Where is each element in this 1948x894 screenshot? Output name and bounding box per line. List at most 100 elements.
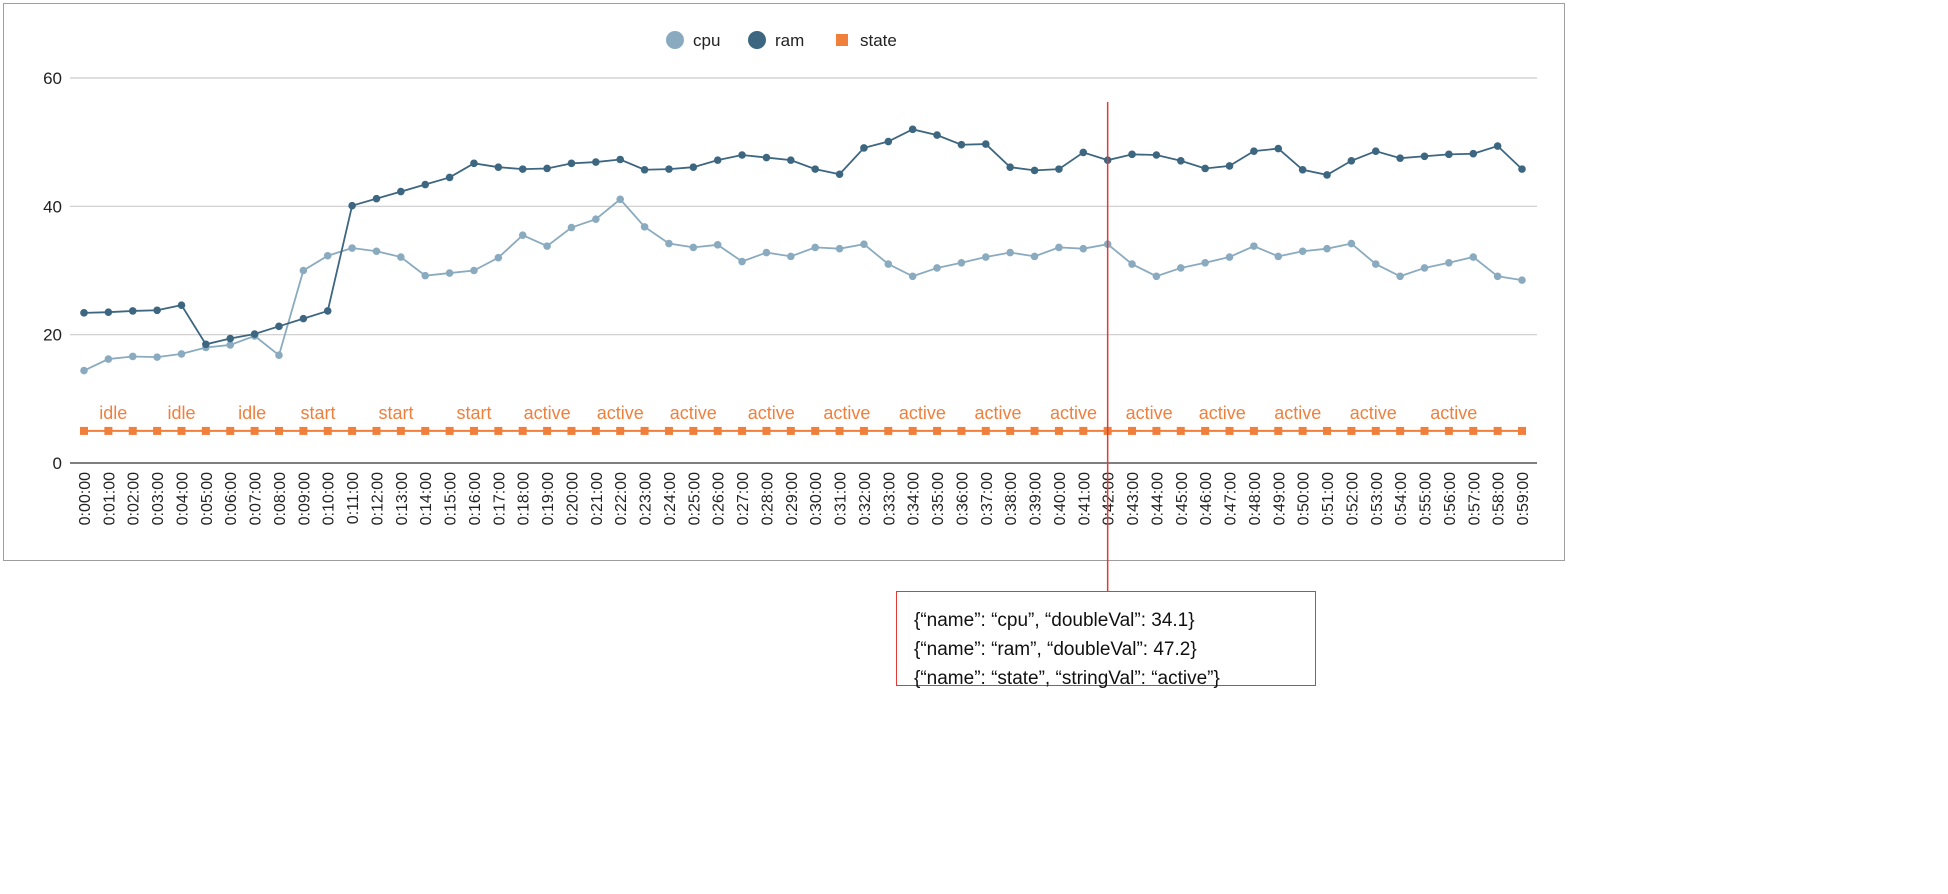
point-cpu: [957, 259, 966, 267]
series-line-ram: [83, 128, 1523, 346]
state-label: idle: [167, 403, 195, 423]
point-ram: [762, 153, 771, 162]
point-cpu: [372, 247, 381, 256]
state-label: active: [524, 403, 571, 423]
point-cpu: [543, 242, 551, 250]
x-tick-label: 0:36:00: [954, 472, 971, 525]
point-state: [1225, 426, 1234, 435]
point-state: [177, 426, 186, 435]
point-ram: [275, 322, 283, 331]
point-cpu: [616, 195, 625, 204]
x-tick-label: 0:44:00: [1149, 472, 1166, 525]
x-tick-label: 0:39:00: [1028, 472, 1045, 525]
x-tick-label: 0:07:00: [248, 472, 265, 525]
x-tick-label: 0:08:00: [272, 472, 289, 525]
x-tick-label: 0:49:00: [1271, 472, 1288, 525]
point-ram: [908, 125, 917, 134]
x-tick-label: 0:54:00: [1393, 472, 1410, 525]
point-cpu: [1055, 243, 1063, 252]
x-tick-label: 0:35:00: [930, 472, 947, 525]
point-ram: [1274, 144, 1283, 153]
point-state: [1128, 426, 1137, 435]
point-cpu: [518, 231, 527, 240]
point-ram: [1323, 171, 1331, 179]
point-cpu: [592, 215, 600, 223]
point-ram: [153, 306, 161, 315]
point-state: [981, 426, 990, 435]
point-ram: [80, 309, 88, 317]
state-label: active: [1350, 403, 1397, 423]
point-cpu: [1274, 252, 1283, 261]
point-state: [884, 426, 893, 435]
point-state: [348, 426, 357, 435]
point-cpu: [153, 353, 161, 361]
point-state: [250, 426, 259, 435]
x-tick-label: 0:34:00: [906, 472, 923, 525]
state-label: active: [1430, 403, 1477, 423]
x-tick-label: 0:09:00: [296, 472, 313, 525]
point-state: [1054, 426, 1063, 435]
point-cpu: [1347, 239, 1356, 248]
point-ram: [372, 194, 381, 203]
point-cpu: [640, 223, 649, 231]
x-tick-label: 0:45:00: [1174, 472, 1191, 525]
x-tick-label: 0:22:00: [613, 472, 630, 525]
point-cpu: [1371, 260, 1380, 268]
x-tick-label: 0:59:00: [1515, 472, 1532, 525]
point-state: [786, 426, 795, 435]
point-ram: [299, 314, 308, 323]
point-cpu: [80, 366, 88, 375]
tooltip-line-ram: {“name”: “ram”, “doubleVal”: 47.2}: [914, 639, 1197, 660]
point-state: [1152, 426, 1161, 435]
point-state: [1274, 426, 1283, 435]
x-tick-label: 0:15:00: [443, 472, 460, 525]
point-cpu: [397, 253, 405, 261]
point-cpu: [1128, 260, 1136, 268]
point-state: [908, 426, 917, 435]
tooltip-line-state: {“name”: “state”, “stringVal”: “active”}: [914, 668, 1220, 689]
x-tick-label: 0:20:00: [564, 472, 581, 525]
point-cpu: [1323, 244, 1331, 253]
point-ram: [640, 165, 649, 174]
point-cpu: [811, 243, 819, 252]
point-cpu: [713, 241, 722, 249]
point-ram: [518, 165, 527, 173]
point-state: [1201, 426, 1210, 435]
state-label: active: [1126, 403, 1173, 423]
x-tick-label: 0:46:00: [1198, 472, 1215, 525]
state-label: active: [1274, 403, 1321, 423]
point-state: [421, 426, 430, 435]
point-ram: [1079, 148, 1088, 157]
state-label: active: [974, 403, 1021, 423]
point-ram: [543, 164, 551, 173]
point-state: [104, 426, 113, 435]
point-state: [664, 426, 673, 435]
x-tick-label: 0:55:00: [1418, 472, 1435, 525]
point-cpu: [665, 239, 673, 248]
point-ram: [738, 151, 746, 159]
point-ram: [567, 159, 576, 168]
data-tooltip: {“name”: “cpu”, “doubleVal”: 34.1} {“nam…: [896, 591, 1316, 689]
point-state: [80, 426, 88, 435]
state-label: idle: [238, 403, 266, 423]
point-ram: [323, 307, 332, 315]
point-ram: [713, 156, 722, 164]
point-ram: [1518, 165, 1526, 173]
point-state: [1347, 426, 1356, 435]
point-ram: [616, 155, 625, 164]
point-state: [835, 426, 844, 435]
point-ram: [421, 180, 430, 189]
point-state: [1176, 426, 1185, 435]
point-ram: [1420, 152, 1429, 161]
point-cpu: [445, 269, 454, 277]
point-state: [591, 426, 600, 435]
point-cpu: [567, 223, 576, 232]
point-cpu: [738, 257, 746, 266]
point-state: [494, 426, 503, 435]
point-ram: [1201, 164, 1209, 173]
point-state: [1396, 426, 1405, 435]
point-cpu: [787, 252, 795, 261]
state-label: active: [899, 403, 946, 423]
point-state: [1493, 426, 1502, 435]
